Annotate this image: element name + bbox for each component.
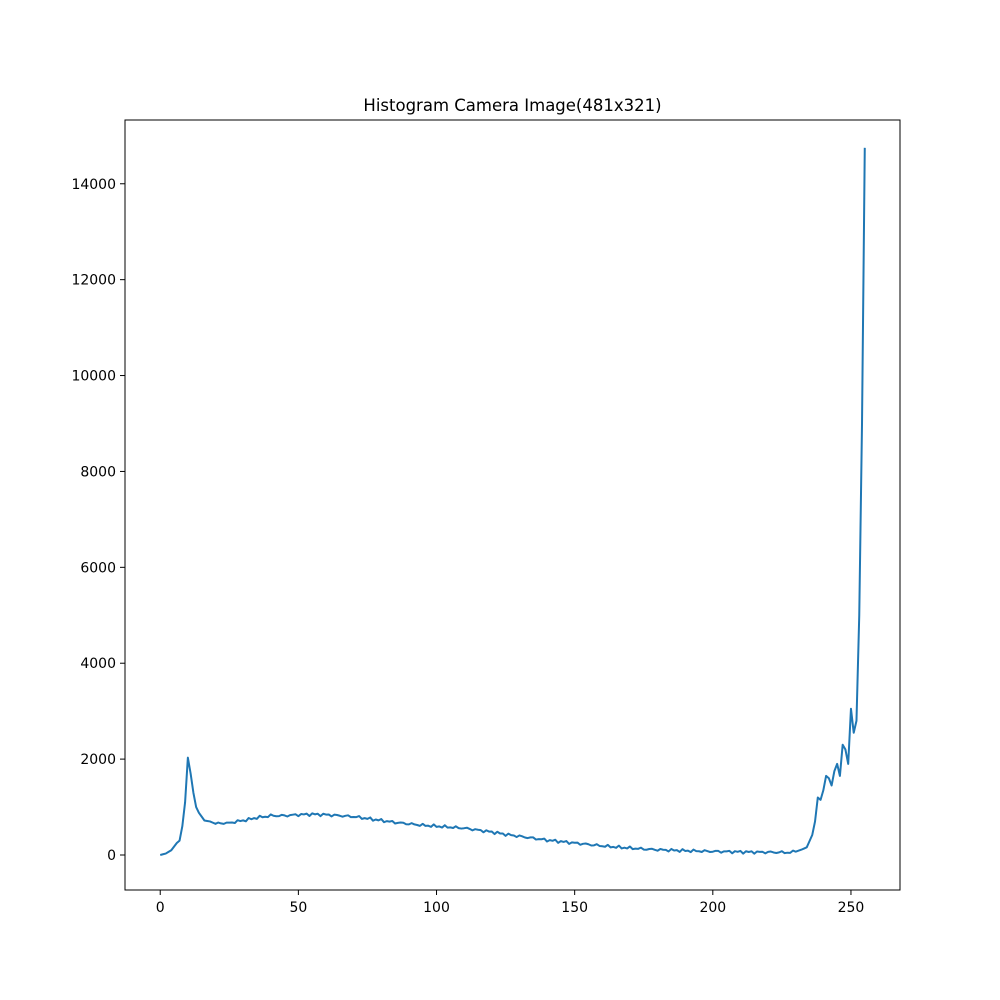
chart-title: Histogram Camera Image(481x321) xyxy=(363,96,661,115)
x-tick-label: 50 xyxy=(289,900,307,916)
y-tick-label: 6000 xyxy=(80,560,116,576)
x-tick-label: 0 xyxy=(156,900,165,916)
y-tick-label: 2000 xyxy=(80,752,116,768)
y-tick-label: 4000 xyxy=(80,656,116,672)
x-tick-label: 100 xyxy=(423,900,450,916)
y-tick-label: 8000 xyxy=(80,464,116,480)
x-tick-label: 200 xyxy=(699,900,726,916)
axes-frame xyxy=(124,119,901,891)
x-tick-label: 250 xyxy=(838,900,865,916)
y-tick-label: 0 xyxy=(107,848,116,864)
x-tick-label: 150 xyxy=(561,900,588,916)
plot-area xyxy=(159,147,866,856)
y-tick-label: 10000 xyxy=(71,369,116,385)
histogram-line-0 xyxy=(159,147,866,856)
y-tick-label: 12000 xyxy=(71,273,116,289)
y-tick-label: 14000 xyxy=(71,177,116,193)
axis-ticks: 0 50 100 150 200 250 0 2000 4000 6000 8000 10000 120… xyxy=(71,177,864,916)
